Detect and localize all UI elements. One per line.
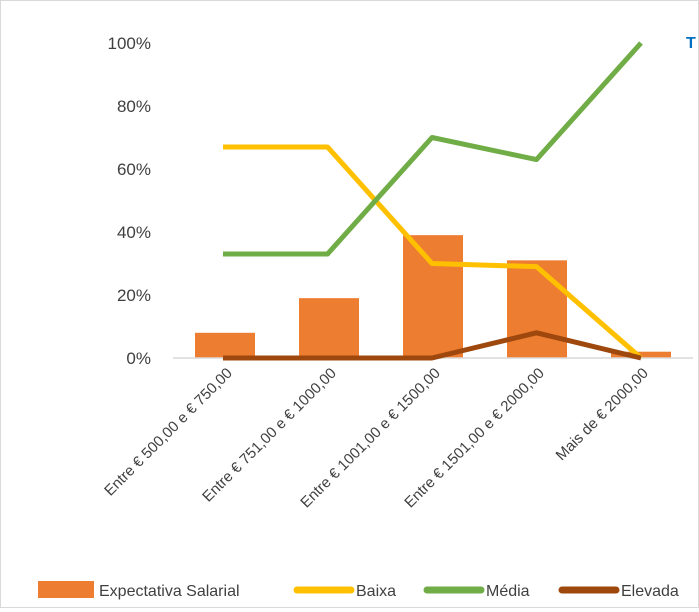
bar-expectativa-salarial — [299, 298, 359, 358]
y-tick-label: 20% — [117, 286, 151, 305]
chart-title-fragment: T — [686, 35, 696, 52]
line-baixa — [223, 144, 643, 360]
y-tick-label: 0% — [126, 349, 151, 368]
y-tick-label: 60% — [117, 160, 151, 179]
legend-swatch-bar — [38, 581, 94, 598]
legend: Expectativa Salarial Baixa Média Elevada — [38, 581, 679, 600]
bar-expectativa-salarial — [195, 332, 255, 358]
legend-label: Média — [486, 583, 530, 600]
line-m-dia — [223, 41, 643, 257]
y-axis-ticks: 0% 20% 40% 60% 80% 100% — [108, 34, 151, 368]
y-tick-label: 80% — [117, 97, 151, 116]
bar-expectativa-salarial — [403, 235, 463, 358]
legend-label: Elevada — [621, 583, 679, 600]
y-tick-label: 100% — [108, 34, 151, 53]
bar-expectativa-salarial — [507, 260, 567, 358]
legend-label: Expectativa Salarial — [99, 583, 240, 600]
x-category-label: Mais de € 2000,00 — [553, 365, 652, 464]
legend-label: Baixa — [356, 583, 396, 600]
lines-layer — [223, 41, 643, 361]
y-tick-label: 40% — [117, 223, 151, 242]
bars-layer — [195, 235, 671, 358]
line-elevada — [223, 330, 642, 361]
